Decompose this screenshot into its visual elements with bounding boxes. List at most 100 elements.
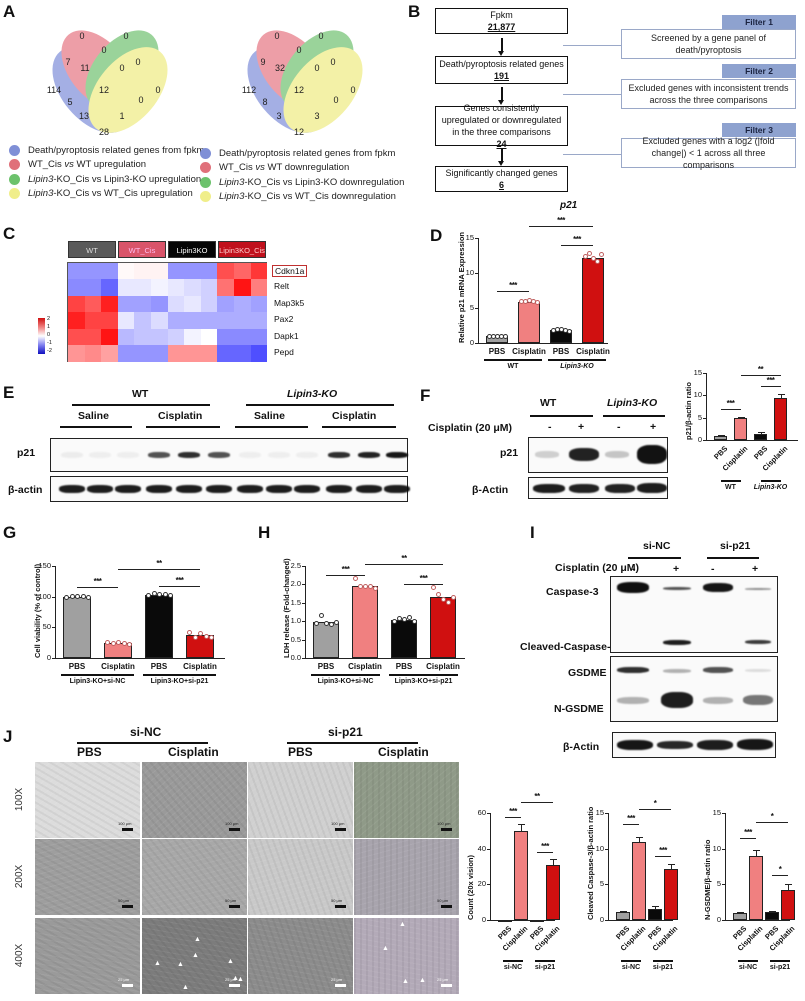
group-label: WT	[507, 363, 519, 370]
significance-bar	[521, 802, 553, 804]
y-tick-mark	[302, 602, 305, 604]
data-point	[402, 616, 407, 622]
heatmap-cell	[167, 345, 185, 362]
micrograph: 25 μm ▲ ▲ ▲ ▲	[354, 918, 459, 994]
heatmap-cell	[250, 312, 268, 329]
legend-color-dot-icon	[9, 188, 20, 200]
y-tick-label: 2.5	[290, 561, 301, 570]
legend-text: Lipin3-KO_Cis vs Lipin3-KO downregulatio…	[219, 176, 405, 188]
blot-row-label: GSDME	[568, 667, 607, 679]
flow-box-count: 191	[493, 71, 510, 81]
panel-label: A	[3, 2, 16, 21]
filter-note: Screened by a gene panel of death/pyropt…	[621, 29, 796, 59]
y-tick-mark	[487, 848, 490, 850]
group-label: WT	[725, 484, 736, 491]
heatmap-cell	[234, 279, 251, 296]
heatmap-cell	[84, 312, 102, 329]
group-underline	[484, 359, 542, 361]
blot-band	[737, 739, 773, 750]
scale-bar	[335, 905, 346, 908]
y-tick-mark	[605, 813, 608, 814]
heatmap-cell	[101, 312, 118, 329]
data-point	[75, 593, 80, 599]
y-tick-mark	[703, 395, 706, 397]
heatmap-cell	[167, 295, 185, 313]
bar	[63, 596, 91, 658]
heatmap-cell	[234, 295, 251, 313]
y-tick-label: 20	[477, 879, 486, 889]
blot-band	[703, 667, 733, 673]
heatmap-cell	[250, 263, 268, 280]
venn-count: 11	[80, 63, 90, 73]
blot-band	[743, 695, 773, 705]
panel-label: B	[408, 2, 421, 21]
blot-band	[569, 448, 599, 461]
blot-band	[703, 583, 733, 592]
x-category-label: Cisplatin	[101, 662, 135, 671]
data-point	[127, 642, 132, 647]
blot-band	[386, 452, 408, 458]
y-tick-mark	[703, 440, 706, 441]
significance-label: ***	[541, 842, 549, 852]
y-tick-label: 100	[38, 591, 51, 601]
heatmap-cell	[68, 295, 85, 313]
y-axis	[305, 566, 306, 658]
data-point	[503, 333, 508, 339]
venn-count: 0	[135, 57, 141, 67]
group-label: Lipin3-KO	[287, 388, 338, 400]
scale-tick: 2	[47, 316, 51, 322]
heatmap-cell	[234, 312, 251, 329]
blot-band	[266, 485, 292, 493]
venn-count: 0	[296, 45, 302, 55]
group-underline	[628, 557, 681, 559]
heatmap-cell	[117, 312, 135, 329]
data-point	[319, 613, 324, 619]
venn-count: 12	[293, 85, 305, 95]
flow-box-text: Fpkm	[490, 10, 513, 20]
column-label: Cisplatin	[378, 745, 429, 759]
blot-band	[745, 669, 771, 672]
bar	[765, 912, 779, 920]
y-tick-mark	[722, 884, 725, 886]
bar	[734, 418, 747, 440]
error-cap	[717, 435, 725, 437]
y-tick-mark	[302, 584, 305, 586]
heatmap-cell	[84, 263, 102, 280]
heatmap-cell	[250, 328, 268, 346]
magnification-label: 400X	[14, 943, 26, 968]
flow-box-consistent-genes: Genes consistently upregulated or downre…	[435, 103, 568, 149]
y-axis-label: Cleaved Caspase-3/β-actin ratio	[586, 806, 595, 920]
scale-bar-label: 25 μm	[118, 977, 130, 982]
group-underline	[287, 742, 418, 744]
heatmap-cell	[167, 263, 185, 280]
legend-item: WT_Cis vs WT downregulation	[200, 161, 404, 176]
data-point	[192, 635, 198, 641]
heatmap-cell	[217, 295, 235, 313]
y-axis	[478, 238, 479, 343]
x-category-label: PBS	[317, 662, 335, 671]
data-point	[110, 640, 116, 646]
venn-count: 3	[276, 111, 282, 121]
blot-row-label: β-actin	[8, 484, 43, 496]
x-axis	[608, 920, 673, 921]
data-point	[583, 254, 588, 260]
pyroptotic-cell-arrow-icon: ▲	[402, 978, 409, 985]
micrograph: 25 μm	[35, 918, 140, 994]
group-label: si-NC	[621, 964, 641, 971]
significance-label: **	[401, 554, 407, 564]
scale-bar	[122, 905, 133, 908]
data-point	[324, 620, 329, 626]
blot-band	[326, 485, 352, 493]
pyroptotic-cell-arrow-icon: ▲	[192, 952, 199, 959]
blot-row-label: N-GSDME	[554, 703, 604, 715]
data-point	[599, 252, 604, 258]
heatmap-cell	[134, 328, 152, 346]
bar	[514, 830, 528, 920]
scale-bar-label: 50 μm	[437, 898, 449, 903]
data-point	[358, 584, 363, 590]
significance-label: *	[653, 799, 657, 809]
y-tick-label: 0.0	[290, 653, 301, 662]
group-label: Lipin3-KO	[753, 484, 788, 491]
heatmap-cell	[101, 279, 118, 296]
significance-label: ***	[341, 565, 350, 575]
